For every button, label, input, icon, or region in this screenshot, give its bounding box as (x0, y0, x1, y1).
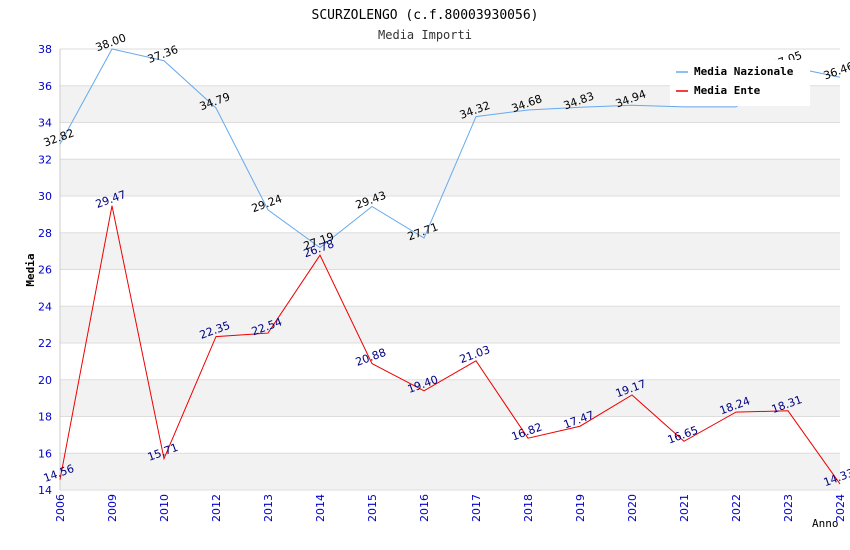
gridlines (59, 48, 840, 491)
series-lines (59, 48, 841, 485)
legend: Media Nazionale Media Ente (670, 60, 810, 106)
y-tick-label: 36 (38, 80, 52, 93)
x-tick-label: 2022 (730, 494, 743, 522)
y-tick-label: 30 (38, 190, 52, 203)
series-line-media-nazionale (59, 48, 841, 249)
x-tick-label: 2014 (314, 494, 327, 522)
y-axis-title: Media (24, 253, 37, 286)
x-tick-label: 2019 (574, 494, 587, 522)
x-tick-labels: 2006 2009 2010 2012 2013 2014 2015 2016 2017 2018… (54, 494, 847, 522)
data-label: 16.65 (666, 424, 700, 447)
data-label: 37.36 (146, 43, 180, 66)
grid-band (60, 306, 840, 343)
x-tick-label: 2013 (262, 494, 275, 522)
y-tick-labels: 14 16 18 20 22 24 26 28 30 32 34 36 38 (38, 43, 52, 497)
grid-band (60, 232, 840, 270)
x-tick-label: 2016 (418, 494, 431, 522)
legend-label-media-nazionale: Media Nazionale (694, 65, 794, 78)
x-tick-label: 2015 (366, 494, 379, 522)
data-label: 36.46 (822, 60, 850, 83)
y-tick-label: 32 (38, 153, 52, 166)
x-tick-label: 2020 (626, 494, 639, 522)
data-label: 21.03 (458, 343, 492, 366)
y-tick-label: 38 (38, 43, 52, 56)
y-tick-label: 16 (38, 447, 52, 460)
x-tick-label: 2017 (470, 494, 483, 522)
y-tick-label: 24 (38, 300, 52, 313)
x-tick-label: 2023 (782, 494, 795, 522)
y-tick-label: 14 (38, 484, 52, 497)
data-label: 16.82 (510, 420, 544, 443)
series-line-media-ente (59, 205, 841, 485)
x-tick-label: 2006 (54, 494, 67, 522)
legend-box (670, 60, 810, 106)
x-tick-label: 2012 (210, 494, 223, 522)
legend-label-media-ente: Media Ente (694, 84, 761, 97)
grid-band (60, 453, 840, 490)
data-label: 20.88 (354, 346, 388, 369)
x-tick-label: 2009 (106, 494, 119, 522)
background-bands (60, 85, 840, 490)
y-tick-label: 28 (38, 227, 52, 240)
y-tick-label: 22 (38, 337, 52, 350)
chart-subtitle: Media Importi (378, 28, 472, 42)
x-axis-title: Anno (812, 517, 839, 530)
y-tick-label: 26 (38, 264, 52, 277)
y-tick-label: 34 (38, 117, 52, 130)
x-tick-label: 2010 (158, 494, 171, 522)
y-tick-label: 18 (38, 411, 52, 424)
chart-title: SCURZOLENGO (c.f.80003930056) (312, 8, 539, 23)
x-tick-label: 2018 (522, 494, 535, 522)
x-tick-label: 2021 (678, 494, 691, 522)
data-label: 32.82 (42, 126, 76, 149)
y-tick-label: 20 (38, 374, 52, 387)
x-tick-label: 2024 (834, 494, 847, 522)
